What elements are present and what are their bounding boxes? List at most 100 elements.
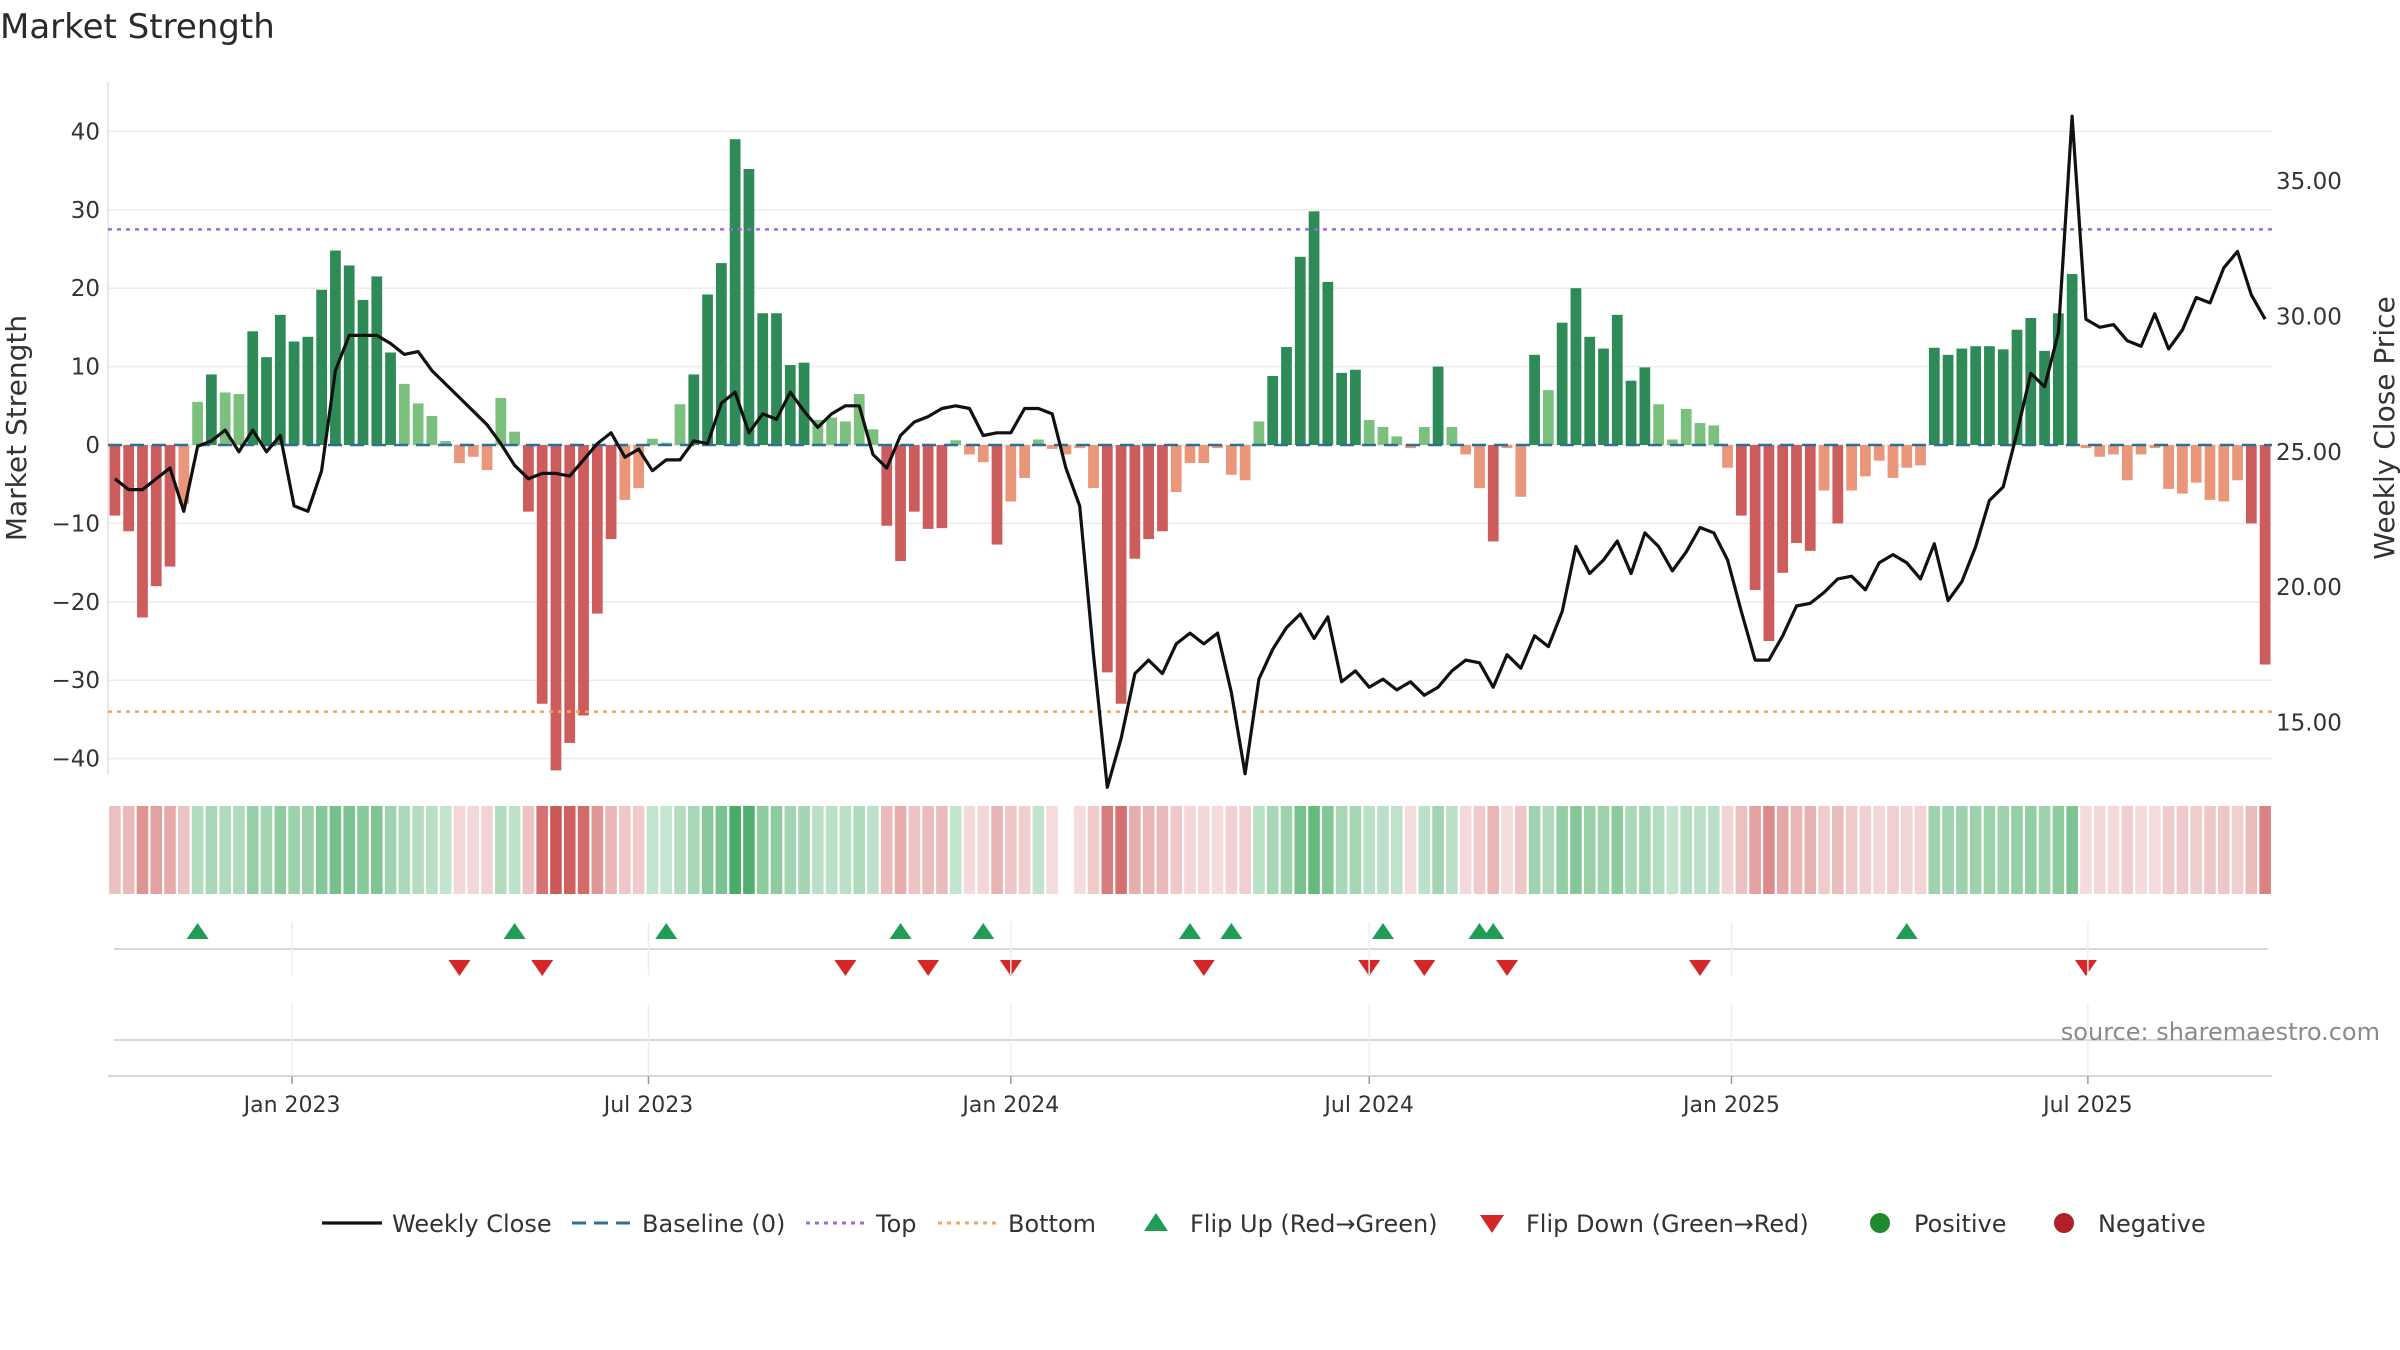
- strength-bar: [2245, 445, 2257, 524]
- strip-cell: [2038, 806, 2051, 894]
- strip-cell: [453, 806, 466, 894]
- strip-cell: [922, 806, 934, 894]
- strip-cell: [439, 806, 452, 894]
- legend-label: Negative: [2098, 1210, 2206, 1238]
- strip-cell: [1018, 806, 1031, 894]
- legend-label: Weekly Close: [392, 1210, 552, 1238]
- strength-bar: [1970, 346, 1982, 445]
- strength-bar: [2204, 445, 2216, 500]
- strength-bar: [357, 299, 369, 445]
- strength-bar: [467, 445, 479, 457]
- date-tick-label: Jul 2023: [602, 1093, 694, 1118]
- strength-bar: [454, 445, 465, 464]
- strip-cell: [2011, 806, 2023, 894]
- strength-bar: [1157, 445, 1168, 532]
- strip-cell: [2066, 806, 2078, 894]
- strength-bar: [2011, 329, 2023, 445]
- date-tick-label: Jan 2023: [242, 1093, 341, 1118]
- strength-bar: [2163, 445, 2174, 489]
- strength-bar: [1074, 445, 1086, 449]
- strength-bar: [1501, 445, 1513, 449]
- strength-bar: [398, 383, 410, 445]
- strength-bar: [2052, 313, 2064, 445]
- strip-cell: [674, 806, 686, 894]
- y-tick-label: 0: [85, 433, 100, 459]
- strip-cell: [1969, 806, 1982, 894]
- y2-tick-label: 20.00: [2276, 575, 2342, 601]
- strip-cell: [1832, 806, 1844, 894]
- strip-cell: [1501, 806, 1513, 894]
- strength-bar: [674, 404, 686, 445]
- strength-bar: [1033, 439, 1044, 445]
- strip-cell: [1363, 806, 1375, 894]
- strength-bar: [1308, 211, 1320, 445]
- strip-cell: [1914, 806, 1927, 894]
- strip-cell: [1749, 806, 1761, 894]
- strip-cell: [977, 806, 990, 894]
- strip-cell: [2245, 806, 2258, 894]
- strip-cell: [1032, 806, 1045, 894]
- strip-cell: [1942, 806, 1954, 894]
- strength-bar: [178, 445, 190, 504]
- y2-tick-label: 15.00: [2276, 710, 2342, 736]
- strip-cell: [1335, 806, 1348, 894]
- strip-cell: [2190, 806, 2202, 894]
- y-axis-label: Market Strength: [0, 315, 33, 541]
- flip-markers: [114, 923, 2268, 976]
- strength-bar: [812, 419, 824, 445]
- strip-cell: [2149, 806, 2161, 894]
- strength-bar: [1763, 445, 1775, 642]
- strip-cell: [577, 806, 590, 894]
- axis-ticks: −40 −30 −20 −10 0 10 20 30 40 15.00 20.00 25.00 30.0…: [51, 119, 2341, 772]
- legend-label: Positive: [1914, 1210, 2007, 1238]
- strength-bar: [247, 331, 259, 445]
- strength-bar: [343, 265, 355, 445]
- strip-cell: [1721, 806, 1734, 894]
- strip-cell: [495, 806, 507, 894]
- strip-cell: [1997, 806, 2010, 894]
- strength-bar: [991, 445, 1003, 545]
- strength-bar: [647, 438, 658, 445]
- strip-cell: [1583, 806, 1596, 894]
- strength-bar: [2080, 445, 2092, 449]
- strip-cell: [1873, 806, 1885, 894]
- flip-up-marker: [1371, 923, 1394, 939]
- y-tick-label: 40: [71, 119, 100, 145]
- strip-cell: [1804, 806, 1817, 894]
- strength-bar: [1253, 421, 1265, 445]
- strip-cell: [756, 806, 769, 894]
- strength-bar: [784, 365, 796, 445]
- strip-cell: [550, 806, 562, 894]
- strip-cell: [315, 806, 328, 894]
- strip-cell: [1280, 806, 1293, 894]
- strength-bar: [1860, 445, 1871, 477]
- strength-bar: [729, 139, 741, 446]
- strength-bar: [2066, 274, 2078, 445]
- strip-cell: [1597, 806, 1610, 894]
- strip-cell: [205, 806, 218, 894]
- strip-cell: [563, 806, 576, 894]
- strip-cell: [1528, 806, 1541, 894]
- strength-bar: [564, 445, 576, 743]
- strength-bar: [1225, 445, 1237, 475]
- strip-cell: [1432, 806, 1444, 894]
- strength-bar: [1460, 445, 1472, 455]
- flip-down-marker: [1496, 960, 1519, 976]
- strength-bar: [1997, 349, 2009, 445]
- weekly-close-line: [113, 114, 2267, 789]
- strip-cell: [1156, 806, 1169, 894]
- strength-bar: [2039, 350, 2050, 445]
- legend-label: Baseline (0): [642, 1210, 785, 1238]
- strip-cell: [619, 806, 631, 894]
- strength-bar: [1832, 445, 1844, 524]
- strength-bar: [743, 169, 755, 445]
- date-tick-label: Jul 2024: [1322, 1093, 1414, 1118]
- flip-down-marker: [1688, 960, 1711, 976]
- strength-bars: [109, 139, 2271, 771]
- strip-cell: [660, 806, 673, 894]
- strip-cell: [1515, 806, 1527, 894]
- strength-bar: [2025, 317, 2037, 445]
- strength-strip: [109, 806, 2271, 894]
- strip-cell: [1211, 806, 1224, 894]
- strength-bar: [1281, 346, 1292, 445]
